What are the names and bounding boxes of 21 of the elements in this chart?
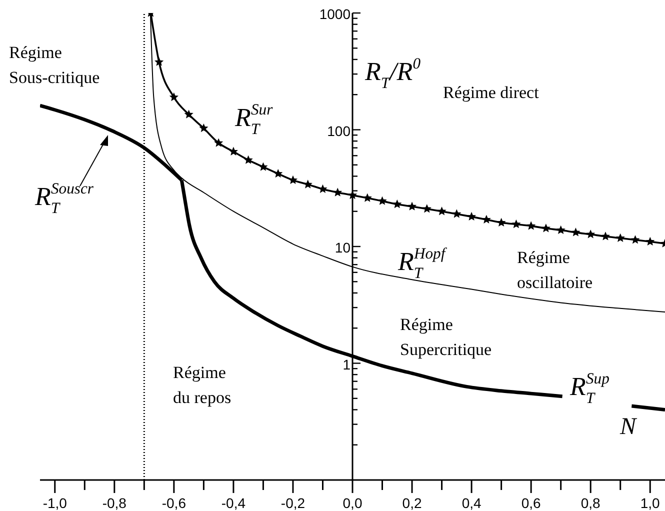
x-tick-label: -1,0 [42, 495, 68, 511]
annotation: Régime du repos [173, 363, 232, 407]
x-tick-label: 0,2 [402, 495, 422, 511]
y-tick-label: 1 [342, 356, 351, 372]
y-tick-label: 100 [327, 122, 351, 139]
x-tick-label: -0,6 [162, 495, 186, 511]
annotation: Régime direct [443, 83, 540, 102]
annotation: Régime Supercritique [400, 315, 492, 359]
x-tick-label: -0,4 [221, 495, 246, 511]
x-tick-label: 0,0 [342, 495, 362, 511]
annotation: Régime oscillatoire [517, 248, 593, 292]
x-tick-label: -0,2 [280, 495, 306, 511]
x-tick-label: 1,0 [640, 495, 660, 511]
annotation: Régime Sous-critique [9, 43, 100, 87]
x-axis-title: N [619, 414, 638, 440]
x-tick-label: 0,8 [580, 495, 601, 511]
y-tick-label: 10 [334, 240, 351, 256]
x-tick-label: 0,6 [521, 495, 542, 511]
x-tick-label: 0,4 [462, 495, 482, 511]
x-tick-label: -0,8 [102, 495, 127, 511]
y-tick-label: 1000 [319, 6, 351, 22]
